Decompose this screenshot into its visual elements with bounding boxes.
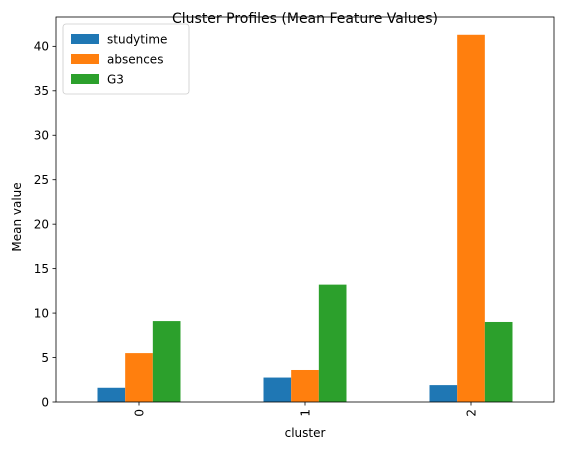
legend-swatch-absences [71, 54, 99, 64]
bar-absences-cluster-1 [291, 369, 319, 402]
x-axis: 0 1 2 [132, 402, 478, 417]
y-tick-label: 35 [34, 84, 49, 98]
chart-title: Cluster Profiles (Mean Feature Values) [172, 11, 438, 27]
y-tick-label: 30 [34, 129, 49, 143]
x-axis-title: cluster [285, 426, 326, 440]
y-tick-label: 25 [34, 173, 49, 187]
y-axis-title: Mean value [10, 182, 24, 251]
bars [97, 34, 513, 402]
bar-G3-cluster-1 [318, 284, 347, 402]
x-tick-label: 2 [464, 409, 478, 417]
legend-label-G3: G3 [107, 72, 124, 86]
y-tick-label: 5 [41, 351, 49, 365]
y-tick-label: 40 [34, 40, 49, 54]
legend: studytime absences G3 [62, 23, 190, 95]
bar-absences-cluster-2 [457, 34, 485, 402]
bar-G3-cluster-0 [152, 321, 181, 402]
bar-studytime-cluster-2 [429, 385, 458, 402]
bar-G3-cluster-2 [484, 321, 513, 402]
y-axis: 0 5 10 15 20 25 30 35 40 [34, 40, 56, 409]
legend-label-absences: absences [107, 52, 163, 66]
legend-swatch-studytime [71, 34, 99, 44]
y-tick-label: 15 [34, 262, 49, 276]
bar-studytime-cluster-1 [263, 377, 292, 402]
y-tick-label: 0 [41, 395, 49, 409]
legend-label-studytime: studytime [107, 32, 167, 46]
y-tick-label: 10 [34, 306, 49, 320]
bar-absences-cluster-0 [125, 353, 153, 402]
bar-studytime-cluster-0 [97, 387, 126, 402]
x-tick-label: 0 [132, 409, 146, 417]
x-tick-label: 1 [298, 409, 312, 417]
y-tick-label: 20 [34, 217, 49, 231]
legend-swatch-G3 [71, 74, 99, 84]
